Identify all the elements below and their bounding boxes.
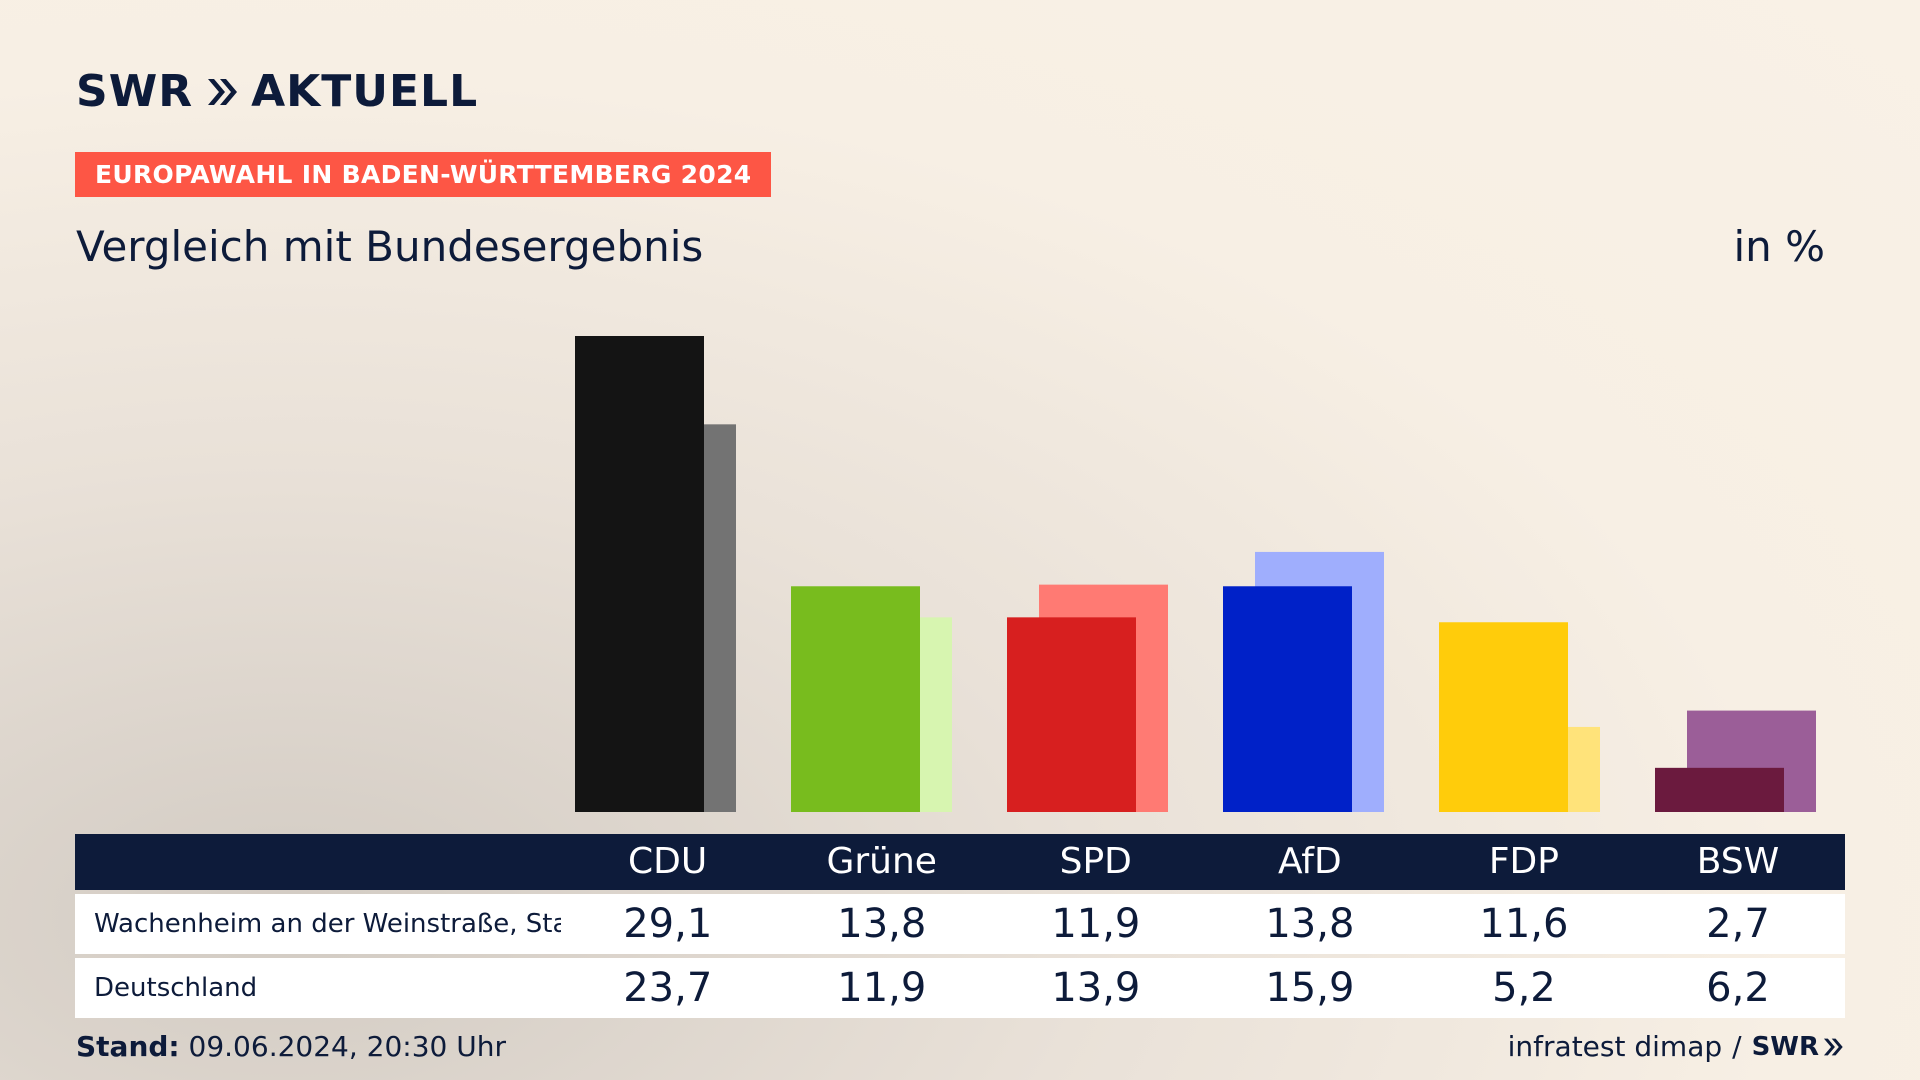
swr-mini-logo-text: SWR: [1751, 1031, 1819, 1062]
cell-value: 23,7: [623, 965, 713, 1011]
cell-value: 29,1: [623, 901, 713, 947]
bar-spd-local: [1007, 617, 1136, 812]
cell-value: 5,2: [1492, 965, 1556, 1011]
cell-value: 11,6: [1479, 901, 1569, 947]
unit-label: in %: [1733, 222, 1825, 271]
source-text: infratest dimap: [1507, 1030, 1723, 1063]
results-table: CDU Grüne SPD AfD FDP BSW Wachenheim an …: [75, 834, 1845, 1018]
cell-value: 2,7: [1706, 901, 1770, 947]
swr-aktuell-logo: SWR AKTUELL: [76, 66, 478, 117]
header-gruene: Grüne: [826, 841, 937, 882]
cell-value: 13,9: [1051, 965, 1141, 1011]
bar-grune-local: [791, 586, 920, 812]
bar-afd-local: [1223, 586, 1352, 812]
cell-value: 15,9: [1265, 965, 1355, 1011]
source-credit: infratest dimap / SWR: [1508, 1030, 1844, 1063]
bar-bsw-local: [1655, 767, 1784, 812]
bar-cdu-local: [575, 336, 704, 812]
table-row: Wachenheim an der Weinstraße, Stadt 29,1…: [75, 894, 1845, 954]
logo-aktuell-text: AKTUELL: [251, 66, 479, 117]
header-spd: SPD: [1059, 841, 1132, 882]
header-cdu: CDU: [628, 841, 708, 882]
timestamp: Stand: 09.06.2024, 20:30 Uhr: [76, 1030, 506, 1063]
cell-value: 13,8: [1265, 901, 1355, 947]
table-row: Deutschland 23,7 11,9 13,9 15,9 5,2 6,2: [75, 958, 1845, 1018]
source-separator: /: [1732, 1030, 1742, 1063]
election-badge: EUROPAWAHL IN BADEN-WÜRTTEMBERG 2024: [75, 152, 772, 197]
bar-fdp-local: [1439, 622, 1568, 812]
row-label-germany: Deutschland: [94, 973, 258, 1003]
cell-value: 6,2: [1706, 965, 1770, 1011]
cell-value: 11,9: [837, 965, 927, 1011]
stand-value: 09.06.2024, 20:30 Uhr: [188, 1030, 506, 1063]
chart-subtitle: Vergleich mit Bundesergebnis: [76, 222, 704, 271]
row-label-local: Wachenheim an der Weinstraße, Stadt: [94, 909, 561, 939]
header-bsw: BSW: [1696, 841, 1780, 882]
logo-swr-text: SWR: [76, 66, 194, 117]
table-header-empty: [75, 834, 561, 890]
double-chevron-icon: [1823, 1038, 1843, 1055]
cell-value: 11,9: [1051, 901, 1141, 947]
swr-mini-logo: SWR: [1752, 1032, 1844, 1062]
cell-value: 13,8: [837, 901, 927, 947]
bar-chart: [575, 336, 1816, 812]
header-afd: AfD: [1277, 841, 1342, 882]
stand-label: Stand:: [76, 1030, 180, 1063]
double-chevron-icon: [205, 75, 239, 109]
header-fdp: FDP: [1488, 841, 1559, 882]
table-header: CDU Grüne SPD AfD FDP BSW: [75, 834, 1845, 890]
